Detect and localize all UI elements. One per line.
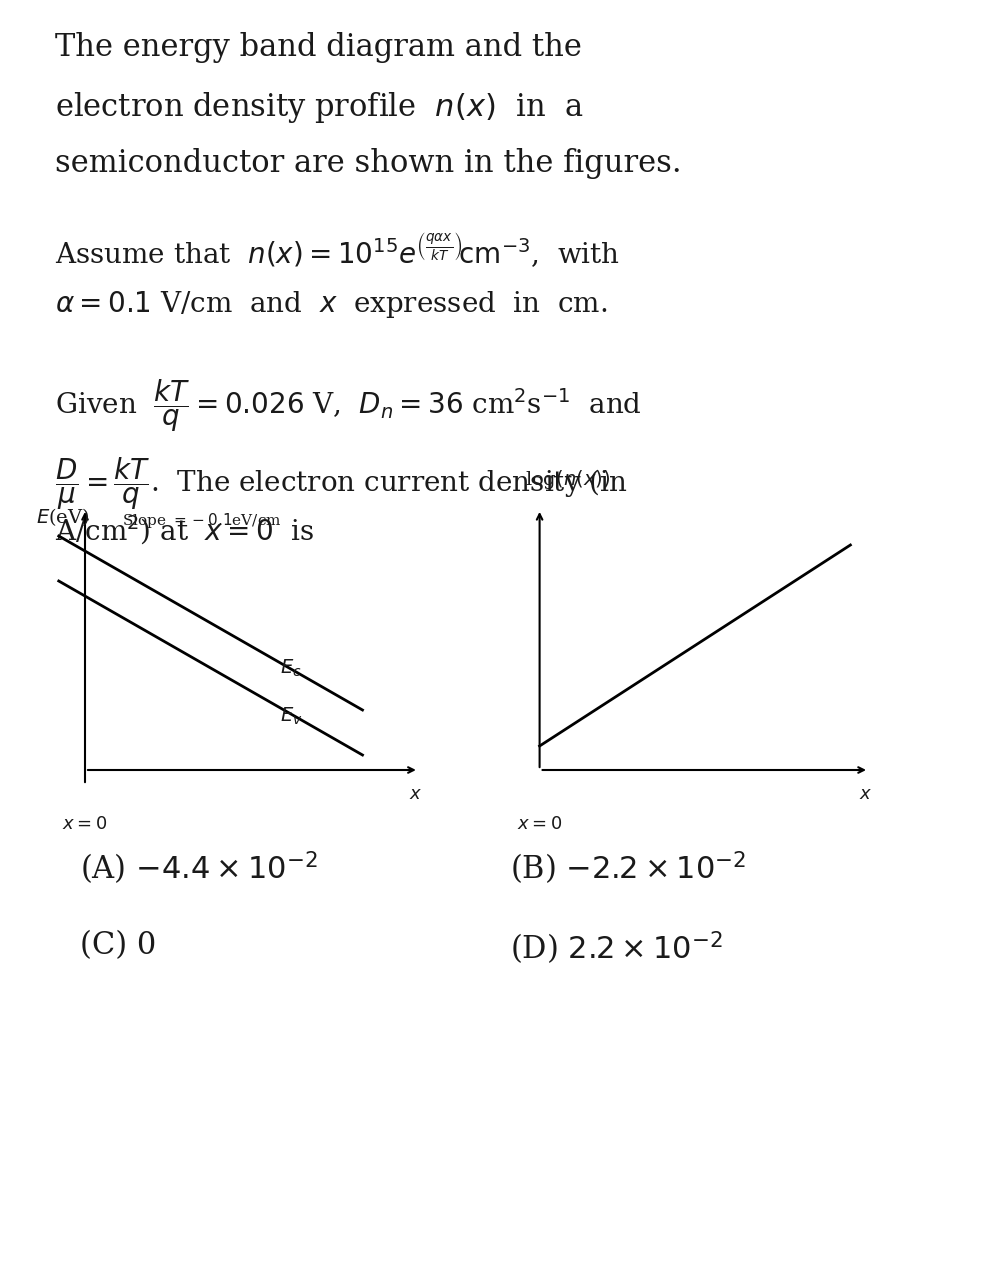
- Text: Assume that  $n(x) = 10^{15} e^{\left(\frac{q\alpha x}{kT}\right)}\!\mathrm{cm}^: Assume that $n(x) = 10^{15} e^{\left(\fr…: [55, 230, 620, 270]
- Text: $x = 0$: $x = 0$: [517, 815, 562, 833]
- Text: Slope $= -0.1$eV/cm: Slope $= -0.1$eV/cm: [123, 511, 282, 530]
- Text: (A) $-4.4\times 10^{-2}$: (A) $-4.4\times 10^{-2}$: [80, 850, 318, 887]
- Text: (C) 0: (C) 0: [80, 931, 156, 961]
- Text: $x$: $x$: [409, 785, 423, 803]
- Text: A/cm$^2$) at  $x = 0$  is: A/cm$^2$) at $x = 0$ is: [55, 513, 314, 547]
- Text: The energy band diagram and the: The energy band diagram and the: [55, 32, 582, 63]
- Text: (B) $-2.2\times 10^{-2}$: (B) $-2.2\times 10^{-2}$: [510, 850, 746, 887]
- Text: semiconductor are shown in the figures.: semiconductor are shown in the figures.: [55, 148, 682, 179]
- Text: Given  $\dfrac{kT}{q} = 0.026$ V,  $D_n = 36$ cm$^2$s$^{-1}$  and: Given $\dfrac{kT}{q} = 0.026$ V, $D_n = …: [55, 378, 642, 434]
- Text: $E_c$: $E_c$: [280, 658, 302, 678]
- Text: log$(n(x))$: log$(n(x))$: [525, 468, 610, 492]
- Text: $\alpha = 0.1$ V/cm  and  $x$  expressed  in  cm.: $\alpha = 0.1$ V/cm and $x$ expressed in…: [55, 289, 608, 320]
- Text: (D) $2.2\times 10^{-2}$: (D) $2.2\times 10^{-2}$: [510, 931, 723, 968]
- Text: $E$(eV): $E$(eV): [37, 506, 90, 527]
- Text: $x = 0$: $x = 0$: [62, 815, 108, 833]
- Text: $E_v$: $E_v$: [280, 705, 303, 727]
- Text: electron density profile  $n(x)$  in  a: electron density profile $n(x)$ in a: [55, 90, 583, 125]
- Text: $\dfrac{D}{\mu} = \dfrac{kT}{q}$.  The electron current density (in: $\dfrac{D}{\mu} = \dfrac{kT}{q}$. The el…: [55, 454, 628, 512]
- Text: $x$: $x$: [859, 785, 872, 803]
